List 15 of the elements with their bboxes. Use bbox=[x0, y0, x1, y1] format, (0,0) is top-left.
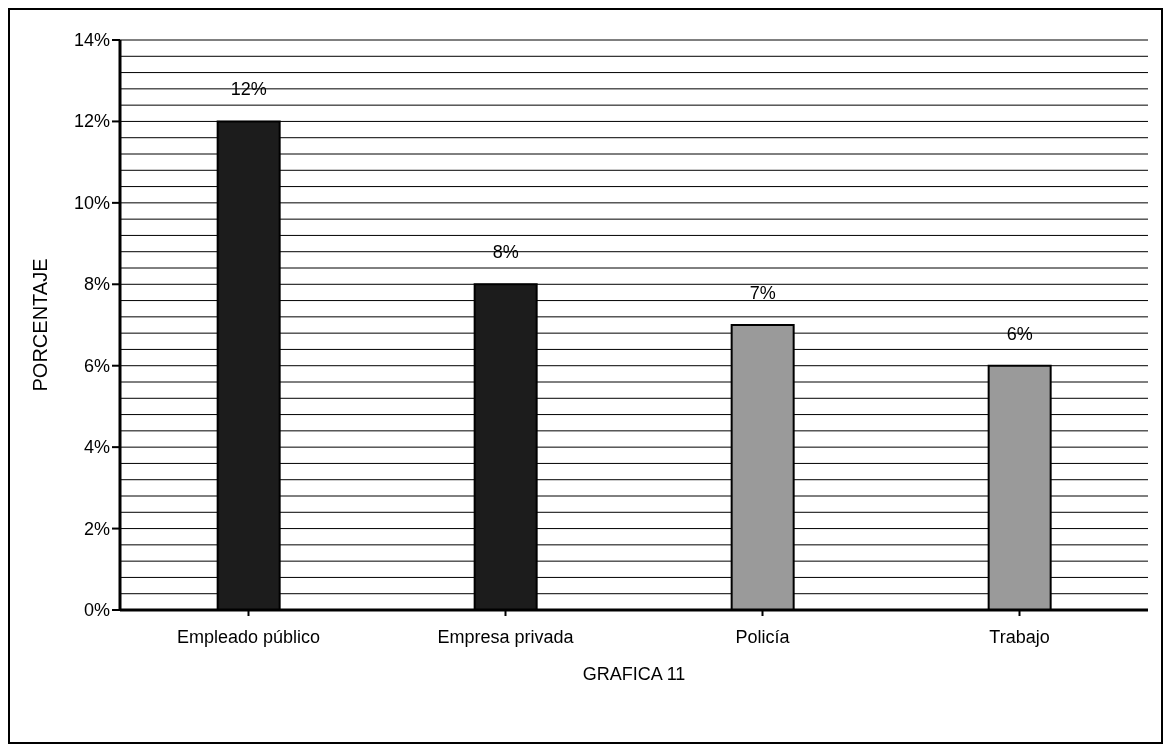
y-axis-title: PORCENTAJE bbox=[29, 258, 52, 392]
y-tick-label: 4% bbox=[83, 437, 110, 458]
y-tick-label: 6% bbox=[83, 355, 110, 376]
data-label: 7% bbox=[749, 283, 776, 303]
x-tick-label: Empresa privada bbox=[437, 626, 575, 647]
y-tick-label: 12% bbox=[73, 111, 110, 132]
y-tick-label: 2% bbox=[83, 518, 110, 539]
x-tick-label: Empleado público bbox=[176, 626, 321, 647]
y-tick-label: 8% bbox=[83, 274, 110, 295]
x-axis-title: GRAFICA 11 bbox=[582, 664, 686, 684]
y-tick-label: 10% bbox=[73, 192, 110, 213]
y-tick-label: 14% bbox=[73, 30, 110, 50]
x-tick-label: Trabajo bbox=[989, 626, 1050, 647]
y-tick-label: 0% bbox=[83, 600, 110, 620]
x-tick-label: Policía bbox=[735, 626, 791, 647]
